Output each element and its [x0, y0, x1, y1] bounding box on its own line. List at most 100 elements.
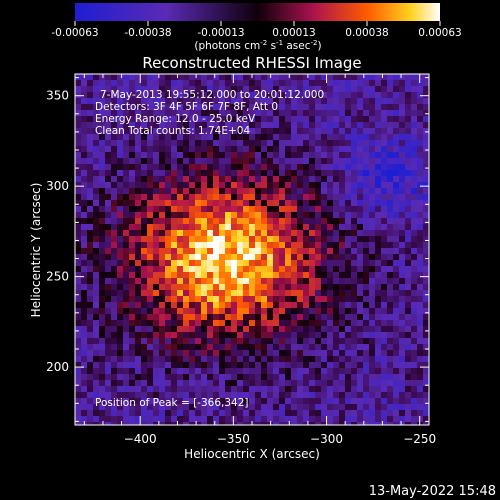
- heatmap-cell: [279, 146, 285, 152]
- heatmap-cell: [171, 272, 177, 278]
- heatmap-cell: [423, 80, 429, 86]
- heatmap-cell: [231, 344, 237, 350]
- heatmap-cell: [165, 218, 171, 224]
- heatmap-cell: [117, 380, 123, 386]
- heatmap-cell: [159, 80, 165, 86]
- heatmap-cell: [321, 128, 327, 134]
- heatmap-cell: [285, 92, 291, 98]
- heatmap-cell: [387, 128, 393, 134]
- heatmap-cell: [243, 140, 249, 146]
- heatmap-cell: [387, 158, 393, 164]
- heatmap-cell: [195, 242, 201, 248]
- heatmap-cell: [159, 98, 165, 104]
- colorbar-tick-label: -0.00013: [197, 27, 244, 39]
- heatmap-cell: [195, 98, 201, 104]
- heatmap-cell: [351, 344, 357, 350]
- heatmap-cell: [267, 410, 273, 416]
- heatmap-cell: [177, 110, 183, 116]
- heatmap-cell: [189, 392, 195, 398]
- heatmap-cell: [201, 80, 207, 86]
- heatmap-cell: [93, 224, 99, 230]
- heatmap-cell: [237, 290, 243, 296]
- heatmap-cell: [375, 320, 381, 326]
- heatmap-cell: [369, 236, 375, 242]
- heatmap-cell: [423, 326, 429, 332]
- heatmap-cell: [75, 158, 81, 164]
- heatmap-cell: [105, 104, 111, 110]
- heatmap-cell: [81, 386, 87, 392]
- heatmap-cell: [291, 128, 297, 134]
- heatmap-cell: [411, 122, 417, 128]
- heatmap-cell: [261, 176, 267, 182]
- heatmap-cell: [189, 110, 195, 116]
- heatmap-cell: [195, 218, 201, 224]
- heatmap-cell: [303, 320, 309, 326]
- heatmap-cell: [285, 224, 291, 230]
- heatmap-cell: [237, 230, 243, 236]
- heatmap-cell: [75, 344, 81, 350]
- heatmap-cell: [135, 410, 141, 416]
- heatmap-cell: [303, 278, 309, 284]
- heatmap-cell: [207, 350, 213, 356]
- heatmap-cell: [117, 368, 123, 374]
- heatmap-cell: [171, 416, 177, 422]
- heatmap-cell: [135, 236, 141, 242]
- heatmap-cell: [381, 80, 387, 86]
- heatmap-cell: [375, 80, 381, 86]
- heatmap-cell: [93, 74, 99, 80]
- heatmap-cell: [369, 218, 375, 224]
- heatmap-cell: [177, 194, 183, 200]
- heatmap-cell: [327, 344, 333, 350]
- heatmap-cell: [183, 284, 189, 290]
- heatmap-cell: [75, 416, 81, 422]
- heatmap-cell: [81, 170, 87, 176]
- heatmap-cell: [141, 350, 147, 356]
- heatmap-cell: [345, 80, 351, 86]
- heatmap-cell: [267, 110, 273, 116]
- heatmap-cell: [273, 320, 279, 326]
- heatmap-cell: [375, 392, 381, 398]
- heatmap-cell: [261, 116, 267, 122]
- heatmap-cell: [315, 170, 321, 176]
- heatmap-cell: [99, 308, 105, 314]
- heatmap-cell: [315, 140, 321, 146]
- heatmap-cell: [201, 404, 207, 410]
- heatmap-cell: [201, 212, 207, 218]
- heatmap-cell: [387, 404, 393, 410]
- heatmap-cell: [381, 296, 387, 302]
- heatmap-cell: [135, 80, 141, 86]
- heatmap-cell: [375, 278, 381, 284]
- heatmap-cell: [99, 368, 105, 374]
- heatmap-cell: [207, 302, 213, 308]
- heatmap-cell: [351, 206, 357, 212]
- heatmap-cell: [225, 278, 231, 284]
- heatmap-cell: [231, 392, 237, 398]
- heatmap-cell: [333, 422, 339, 425]
- heatmap-cell: [417, 284, 423, 290]
- heatmap-cell: [393, 290, 399, 296]
- heatmap-cell: [309, 182, 315, 188]
- heatmap-cell: [147, 278, 153, 284]
- heatmap-cell: [339, 206, 345, 212]
- heatmap-cell: [357, 278, 363, 284]
- heatmap-cell: [147, 326, 153, 332]
- heatmap-cell: [159, 398, 165, 404]
- heatmap-cell: [75, 86, 81, 92]
- heatmap-cell: [117, 422, 123, 425]
- heatmap-cell: [165, 158, 171, 164]
- heatmap-cell: [399, 170, 405, 176]
- heatmap-cell: [201, 110, 207, 116]
- heatmap-cell: [99, 266, 105, 272]
- heatmap-cell: [87, 140, 93, 146]
- heatmap-cell: [333, 182, 339, 188]
- heatmap-cell: [321, 92, 327, 98]
- heatmap-cell: [279, 164, 285, 170]
- heatmap-cell: [225, 350, 231, 356]
- heatmap-cell: [147, 410, 153, 416]
- heatmap-cell: [339, 290, 345, 296]
- heatmap-cell: [99, 86, 105, 92]
- heatmap-cell: [177, 206, 183, 212]
- heatmap-cell: [201, 218, 207, 224]
- heatmap-cell: [369, 386, 375, 392]
- heatmap-cell: [393, 338, 399, 344]
